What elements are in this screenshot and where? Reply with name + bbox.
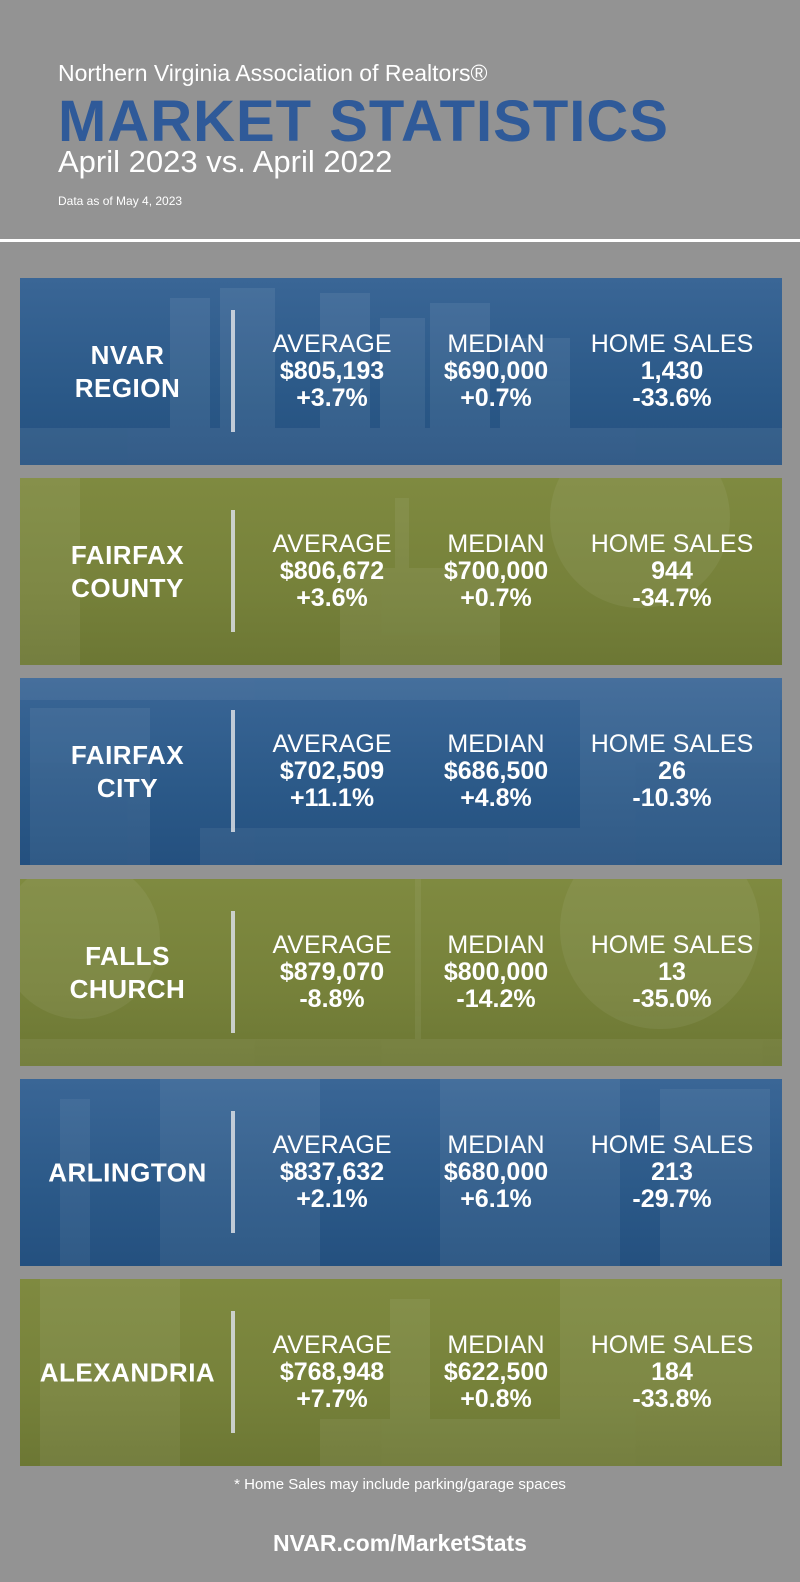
home-sales-stat: HOME SALES 184 -33.8%: [590, 1331, 754, 1413]
statue-background: [20, 478, 730, 665]
organization-name: Northern Virginia Association of Realtor…: [58, 60, 488, 86]
region-panel-alexandria: ALEXANDRIA AVERAGE $768,948 +7.7% MEDIAN…: [20, 1279, 782, 1466]
panel-divider: [231, 310, 235, 432]
region-name: FAIRFAX CITY: [70, 739, 185, 803]
region-panel-fairfax-city: FAIRFAX CITY AVERAGE $702,509 +11.1% MEDI…: [20, 678, 782, 865]
panel-divider: [231, 510, 235, 632]
comparison-period: April 2023 vs. April 2022: [58, 144, 393, 179]
header-divider: [0, 239, 800, 242]
median-price-stat: MEDIAN $680,000 +6.1%: [443, 1131, 549, 1213]
trees-background: [20, 879, 782, 1066]
region-panel-fairfax-county: FAIRFAX COUNTY AVERAGE $806,672 +3.6% MED…: [20, 478, 782, 665]
average-price-stat: AVERAGE $768,948 +7.7%: [272, 1331, 392, 1413]
average-price-stat: AVERAGE $879,070 -8.8%: [272, 931, 392, 1013]
data-date: Data as of May 4, 2023: [58, 194, 183, 208]
home-sales-stat: HOME SALES 13 -35.0%: [590, 931, 754, 1013]
market-stats-link[interactable]: NVAR.com/MarketStats: [273, 1530, 527, 1556]
median-price-stat: MEDIAN $690,000 +0.7%: [443, 330, 549, 412]
median-price-stat: MEDIAN $700,000 +0.7%: [443, 530, 549, 612]
panel-divider: [231, 911, 235, 1033]
panel-divider: [231, 1111, 235, 1233]
home-sales-stat: HOME SALES 1,430 -33.6%: [590, 330, 754, 412]
region-name: NVAR REGION: [74, 339, 181, 403]
building-background: [60, 1079, 770, 1266]
home-sales-stat: HOME SALES 213 -29.7%: [590, 1131, 754, 1213]
header: Northern Virginia Association of Realtor…: [0, 0, 800, 240]
street-background: [20, 678, 782, 865]
median-price-stat: MEDIAN $622,500 +0.8%: [443, 1331, 549, 1413]
page-title: MARKET STATISTICS: [58, 89, 669, 154]
median-price-stat: MEDIAN $800,000 -14.2%: [443, 931, 549, 1013]
panel-divider: [231, 1311, 235, 1433]
region-name: ALEXANDRIA: [39, 1357, 216, 1387]
median-price-stat: MEDIAN $686,500 +4.8%: [443, 730, 549, 812]
region-name: FALLS CHURCH: [69, 940, 186, 1004]
city-skyline-background: [20, 288, 782, 465]
region-name: ARLINGTON: [48, 1157, 207, 1187]
home-sales-footnote: * Home Sales may include parking/garage …: [234, 1476, 566, 1493]
average-price-stat: AVERAGE $806,672 +3.6%: [272, 530, 392, 612]
region-panel-arlington: ARLINGTON AVERAGE $837,632 +2.1% MEDIAN …: [20, 1079, 782, 1266]
panel-divider: [231, 710, 235, 832]
home-sales-stat: HOME SALES 26 -10.3%: [590, 730, 754, 812]
region-name: FAIRFAX COUNTY: [70, 539, 185, 603]
region-panel-falls-church: FALLS CHURCH AVERAGE $879,070 -8.8% MEDIA…: [20, 879, 782, 1066]
home-sales-stat: HOME SALES 944 -34.7%: [590, 530, 754, 612]
average-price-stat: AVERAGE $837,632 +2.1%: [272, 1131, 392, 1213]
average-price-stat: AVERAGE $805,193 +3.7%: [272, 330, 392, 412]
townhouse-background: [40, 1279, 780, 1466]
region-panel-nvar: NVAR REGION AVERAGE $805,193 +3.7% MEDIAN…: [20, 278, 782, 465]
average-price-stat: AVERAGE $702,509 +11.1%: [272, 730, 392, 812]
